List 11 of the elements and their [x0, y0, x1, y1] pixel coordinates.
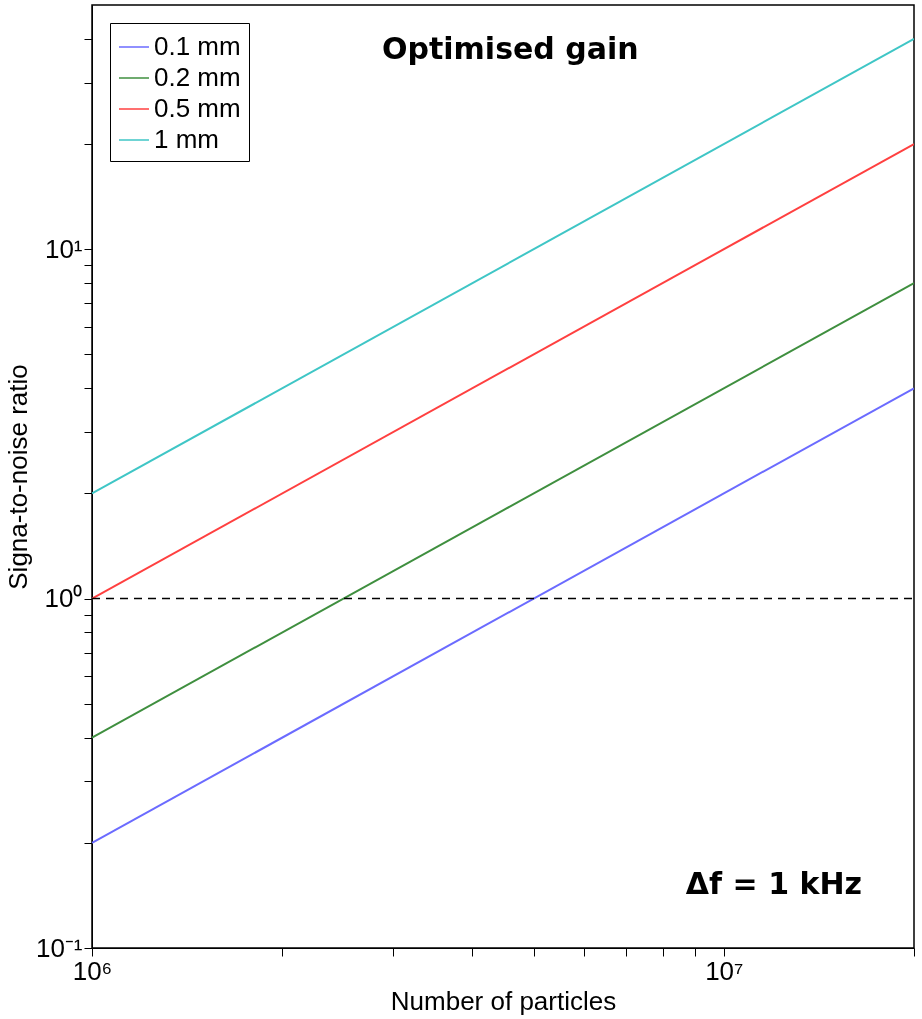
y-tick-label: 10⁰	[44, 583, 83, 614]
legend-label: 0.1 mm	[154, 31, 241, 61]
legend-label: 0.5 mm	[154, 93, 241, 123]
x-tick-label: 10⁷	[705, 955, 744, 986]
annotation: Δf = 1 kHz	[685, 866, 862, 901]
x-axis-title: Number of particles	[390, 985, 617, 1016]
annotation: Optimised gain	[382, 31, 639, 66]
legend-label: 0.2 mm	[154, 62, 241, 92]
y-axis-title: Signa-to-noise ratio	[2, 364, 33, 590]
legend-label: 1 mm	[154, 124, 219, 154]
y-tick-label: 10¹	[44, 233, 83, 264]
